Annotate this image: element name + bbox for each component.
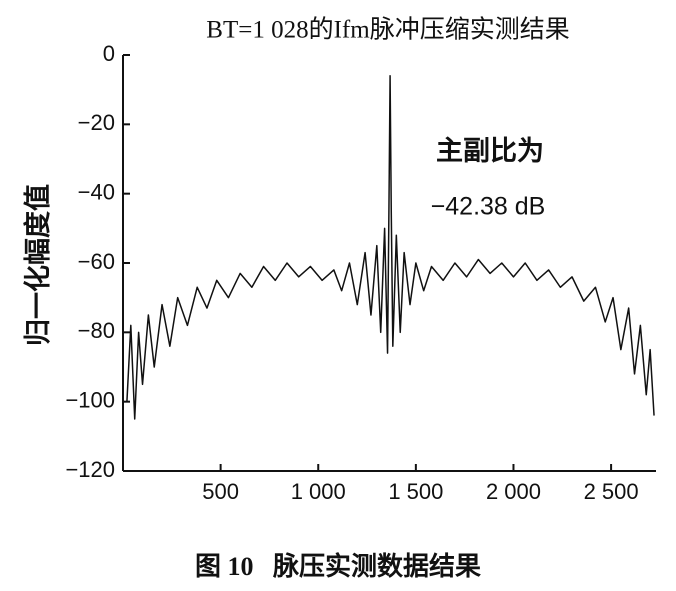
y-tick-label: −60 bbox=[78, 249, 115, 274]
x-tick-label: 2 000 bbox=[486, 479, 541, 504]
y-tick-label: −80 bbox=[78, 318, 115, 343]
y-tick-label: −100 bbox=[65, 387, 115, 412]
x-tick-label: 1 500 bbox=[388, 479, 443, 504]
chart-title: BT=1 028的Ifm脉冲压缩实测结果 bbox=[206, 16, 569, 44]
annotation: −42.38 dB bbox=[431, 193, 546, 221]
series-line bbox=[126, 75, 655, 420]
caption: 图 10 脉压实测数据结果 bbox=[195, 551, 481, 581]
y-tick-label: 0 bbox=[103, 41, 115, 66]
x-tick-label: 500 bbox=[202, 479, 239, 504]
annotation: 主副比为 bbox=[436, 136, 544, 166]
y-tick-label: −20 bbox=[78, 110, 115, 135]
x-tick-label: 2 500 bbox=[584, 479, 639, 504]
y-tick-label: −40 bbox=[78, 179, 115, 204]
y-axis-label: 归一化幅度值 bbox=[22, 184, 53, 346]
y-tick-label: −120 bbox=[65, 457, 115, 482]
x-tick-label: 1 000 bbox=[291, 479, 346, 504]
